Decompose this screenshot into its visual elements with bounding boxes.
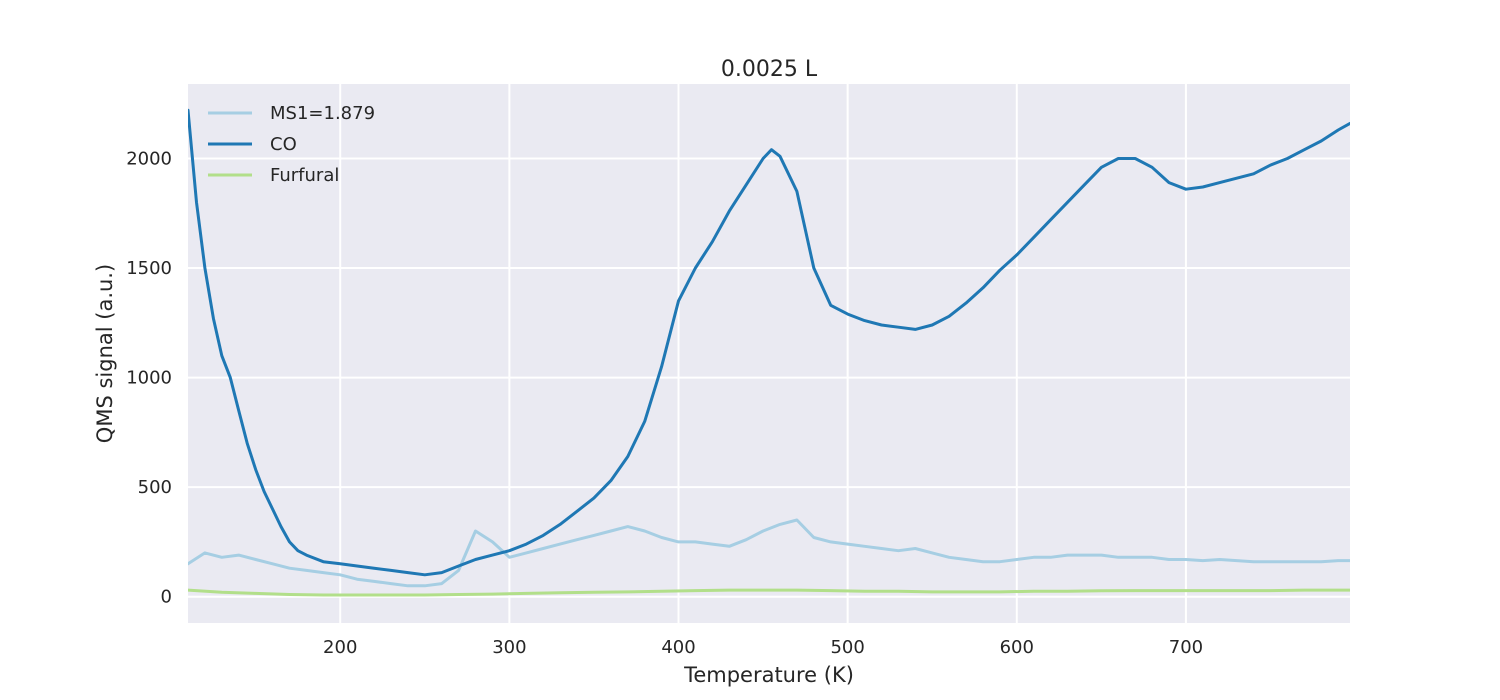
chart-title: 0.0025 L <box>721 57 818 82</box>
legend: MS1=1.879 CO Furfural <box>208 103 375 186</box>
legend-label-2: Furfural <box>270 165 339 186</box>
series-lines <box>188 108 1350 597</box>
x-tick-label: 300 <box>492 637 526 658</box>
y-axis-label: QMS signal (a.u.) <box>93 264 117 443</box>
y-tick-label: 1500 <box>126 258 172 279</box>
x-tick-label: 700 <box>1169 637 1203 658</box>
y-tick-label: 2000 <box>126 148 172 169</box>
x-axis-label: Temperature (K) <box>683 663 854 687</box>
series-line-1 <box>188 108 1350 577</box>
x-tick-labels: 200 300 400 500 600 700 <box>323 637 1203 658</box>
x-tick-label: 500 <box>830 637 864 658</box>
x-tick-label: 200 <box>323 637 357 658</box>
series-line-0 <box>188 518 1350 588</box>
y-tick-label: 0 <box>161 587 172 608</box>
legend-label-0: MS1=1.879 <box>270 103 375 124</box>
y-tick-label: 1000 <box>126 368 172 389</box>
x-tick-label: 400 <box>661 637 695 658</box>
series-line-2 <box>188 588 1350 597</box>
y-tick-label: 500 <box>138 477 172 498</box>
legend-label-1: CO <box>270 134 297 155</box>
x-tick-label: 600 <box>1000 637 1034 658</box>
y-tick-labels: 0 500 1000 1500 2000 <box>126 148 172 607</box>
plot-background <box>188 84 1350 623</box>
grid-lines <box>188 84 1350 623</box>
